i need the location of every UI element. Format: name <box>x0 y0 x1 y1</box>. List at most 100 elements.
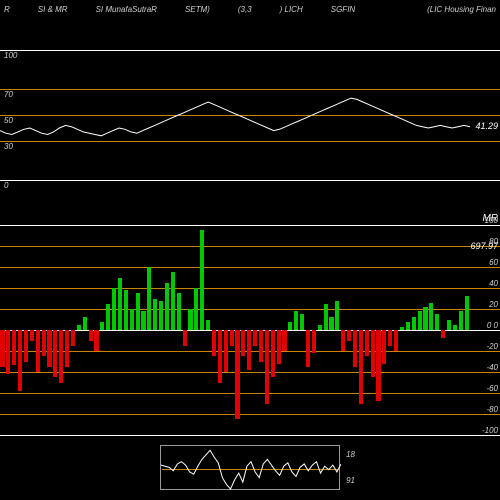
mr-bar <box>235 330 239 419</box>
mr-bar <box>194 288 198 330</box>
mr-bar <box>159 301 163 330</box>
header-item: (3,3 <box>238 5 252 14</box>
rsi-current-value: 41.29 <box>475 121 498 131</box>
mr-value-label: 697.97 <box>470 241 498 251</box>
mr-bar <box>171 272 175 330</box>
mr-bar <box>347 330 351 341</box>
chart-header: R SI & MR SI MunafaSutraR SETM) (3,3 ) L… <box>0 0 500 18</box>
mr-bar <box>318 325 322 330</box>
gridline <box>0 435 500 436</box>
mini-indicator-panel: 1891 <box>160 445 340 490</box>
mr-bar <box>441 330 445 338</box>
mr-bar <box>153 299 157 331</box>
mini-label-bottom: 91 <box>346 476 355 485</box>
mr-bar <box>459 311 463 330</box>
mr-bar <box>406 322 410 330</box>
mr-bar <box>453 325 457 330</box>
mr-bar <box>224 330 228 372</box>
header-item: SI MunafaSutraR <box>96 5 157 14</box>
mr-bars <box>0 225 470 435</box>
mr-bar <box>282 330 286 351</box>
mr-bar <box>12 330 16 365</box>
mr-bar <box>400 327 404 330</box>
mr-bar <box>118 278 122 331</box>
mr-bar <box>71 330 75 346</box>
header-item: SI & MR <box>38 5 68 14</box>
mr-bar <box>288 322 292 330</box>
mr-bar <box>36 330 40 372</box>
header-item: R <box>4 5 10 14</box>
mr-bar <box>65 330 69 367</box>
mr-bar <box>359 330 363 404</box>
header-item: SGFIN <box>331 5 355 14</box>
mr-bar <box>294 311 298 330</box>
mr-bar <box>112 288 116 330</box>
mr-bar <box>53 330 57 377</box>
mr-bar <box>277 330 281 364</box>
mr-bar <box>94 330 98 351</box>
mr-bar <box>253 330 257 346</box>
axis-label: -80 <box>486 405 498 414</box>
mr-bar <box>77 325 81 330</box>
mini-line <box>161 446 341 491</box>
axis-label: -60 <box>486 384 498 393</box>
rsi-panel: 100705030041.29 <box>0 50 500 180</box>
mr-bar <box>106 304 110 330</box>
mr-bar <box>100 322 104 330</box>
mr-bar <box>24 330 28 362</box>
header-symbol-name: (LIC Housing Finan <box>427 5 496 14</box>
mr-bar <box>412 317 416 330</box>
mr-bar <box>271 330 275 377</box>
header-item: ) LICH <box>280 5 303 14</box>
mr-bar <box>124 290 128 330</box>
mr-bar <box>30 330 34 341</box>
mr-bar <box>83 317 87 330</box>
mr-bar <box>241 330 245 356</box>
rsi-line <box>0 50 470 180</box>
axis-label: 20 <box>489 300 498 309</box>
mr-bar <box>353 330 357 367</box>
mr-bar <box>200 230 204 330</box>
mr-bar <box>42 330 46 356</box>
mr-bar <box>0 330 4 367</box>
mr-bar <box>435 314 439 330</box>
header-item: SETM) <box>185 5 210 14</box>
mr-bar <box>18 330 22 391</box>
mr-bar <box>376 330 380 401</box>
mr-bar <box>418 311 422 330</box>
mr-panel: MR100806040200 0-20-40-60-80-100697.97 <box>0 225 500 435</box>
mr-bar <box>212 330 216 356</box>
mr-bar <box>165 283 169 330</box>
axis-label: 0 0 <box>487 321 498 330</box>
mr-bar <box>312 330 316 353</box>
mr-bar <box>259 330 263 362</box>
axis-label: 0 <box>4 181 8 190</box>
gridline <box>0 180 500 181</box>
mr-bar <box>136 293 140 330</box>
mr-bar <box>6 330 10 374</box>
mr-bar <box>341 330 345 351</box>
mr-bar <box>447 320 451 331</box>
mr-bar <box>324 304 328 330</box>
mr-bar <box>218 330 222 383</box>
mr-bar <box>59 330 63 383</box>
mr-bar <box>130 309 134 330</box>
mr-bar <box>265 330 269 404</box>
mr-bar <box>429 303 433 330</box>
mr-bar <box>141 311 145 330</box>
mr-bar <box>47 330 51 367</box>
mr-bar <box>382 330 386 364</box>
mr-bar <box>89 330 93 341</box>
mr-bar <box>188 309 192 330</box>
axis-label: 60 <box>489 258 498 267</box>
mr-bar <box>177 293 181 330</box>
axis-label: 100 <box>485 216 498 225</box>
mr-bar <box>394 330 398 351</box>
mr-bar <box>230 330 234 346</box>
mr-bar <box>388 330 392 346</box>
mr-bar <box>335 301 339 330</box>
axis-label: 40 <box>489 279 498 288</box>
mini-label-top: 18 <box>346 450 355 459</box>
mr-bar <box>365 330 369 356</box>
axis-label: -100 <box>482 426 498 435</box>
